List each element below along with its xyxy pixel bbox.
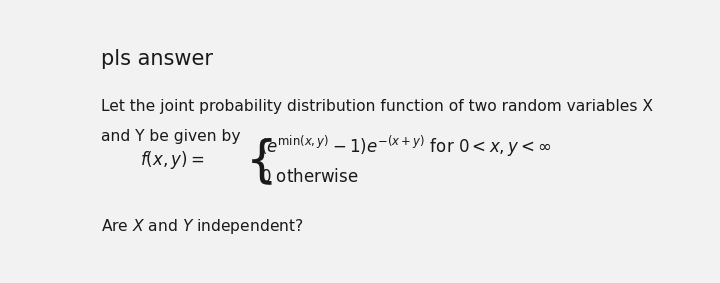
Text: $(e^{\mathrm{min}(x,y)} - 1)e^{-(x+y)}$ for $0 < x, y < \infty$: $(e^{\mathrm{min}(x,y)} - 1)e^{-(x+y)}$ … [260, 134, 552, 159]
Text: and Y be given by: and Y be given by [101, 129, 240, 144]
Text: pls answer: pls answer [101, 49, 213, 69]
Text: Let the joint probability distribution function of two random variables X: Let the joint probability distribution f… [101, 99, 653, 114]
Text: $\{$: $\{$ [245, 136, 273, 187]
Text: Are $X$ and $Y$ independent?: Are $X$ and $Y$ independent? [101, 217, 304, 236]
Text: $f(x, y) = $: $f(x, y) = $ [140, 149, 204, 171]
Text: $0$ otherwise: $0$ otherwise [260, 168, 359, 186]
